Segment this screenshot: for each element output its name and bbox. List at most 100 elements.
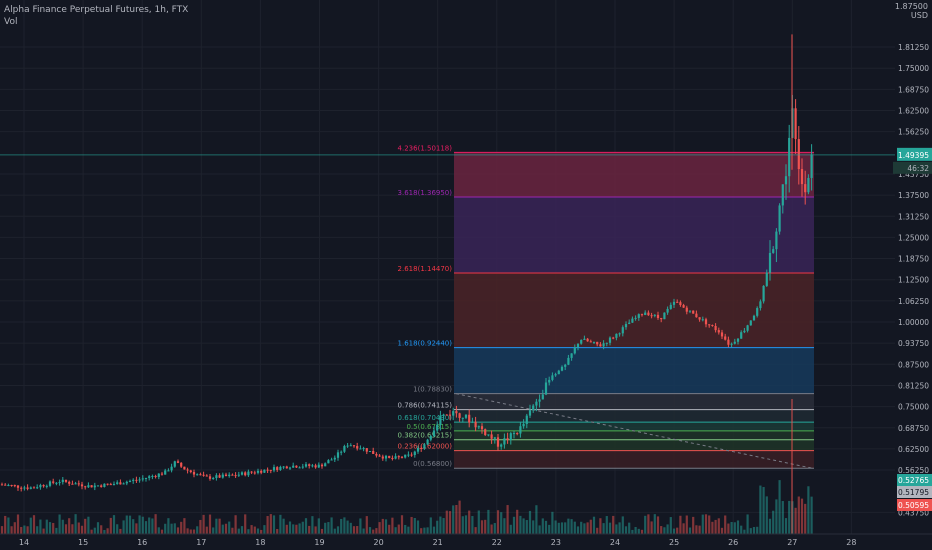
candle-body <box>282 466 285 468</box>
candle-body <box>484 429 487 435</box>
candle-body <box>458 413 461 418</box>
candle-body <box>135 479 138 481</box>
volume-bar <box>663 527 666 534</box>
candle-body <box>394 456 397 459</box>
volume-bar <box>775 499 778 534</box>
volume-bar <box>314 526 317 534</box>
time-tick-label: 23 <box>551 538 561 547</box>
candle-body <box>583 338 586 340</box>
volume-bar <box>13 522 16 534</box>
volume-bar <box>490 524 493 534</box>
candle-body <box>228 474 231 477</box>
candle-body <box>596 341 599 345</box>
volume-bar <box>522 518 525 534</box>
volume-bar <box>576 526 580 534</box>
candle-body <box>756 308 759 316</box>
volume-badge-label: 0.52765 <box>898 476 929 485</box>
candle-body <box>314 465 317 468</box>
candle-body <box>298 467 301 469</box>
candle-body <box>231 474 234 476</box>
candle-body <box>676 301 679 303</box>
volume-bar <box>333 528 336 534</box>
volume-bars <box>0 399 813 534</box>
volume-bar <box>471 516 474 534</box>
price-tick-label: 1.62500 <box>898 107 929 116</box>
candle-body <box>618 333 621 335</box>
volume-bar <box>288 521 292 534</box>
volume-bar <box>781 501 784 534</box>
price-tick-label: 0.56250 <box>898 466 929 475</box>
candle-body <box>125 481 128 484</box>
volume-bar <box>567 518 570 534</box>
volume-bar <box>84 518 87 534</box>
candle-body <box>61 479 64 483</box>
candle-body <box>272 467 276 471</box>
volume-bar <box>10 526 13 534</box>
volume-bar <box>554 520 557 534</box>
volume-bar <box>640 529 644 534</box>
candle-body <box>64 479 68 482</box>
candle-body <box>493 437 496 439</box>
volume-bar <box>20 526 23 534</box>
volume-indicator-label[interactable]: Vol <box>4 17 18 27</box>
volume-bar <box>228 521 231 534</box>
volume-bar <box>615 524 618 534</box>
candle-body <box>154 475 157 477</box>
symbol-title[interactable]: Alpha Finance Perpetual Futures, 1h, FTX <box>4 5 189 15</box>
volume-bar <box>397 524 400 534</box>
candle-body <box>285 466 288 469</box>
candle-body <box>586 338 589 342</box>
candle-body <box>461 417 464 419</box>
candle-body <box>205 475 208 477</box>
candle-body <box>541 394 544 400</box>
volume-bar <box>55 527 58 534</box>
volume-bar <box>589 519 592 534</box>
volume-bar <box>733 522 736 534</box>
candle-body <box>167 470 170 472</box>
candle-body <box>564 364 567 367</box>
time-tick-label: 24 <box>610 538 620 547</box>
currency-unit: USD <box>910 11 928 20</box>
fib-trend-line <box>455 393 813 469</box>
candle-body <box>39 485 42 488</box>
candle-body <box>605 342 608 344</box>
chart-legend: Alpha Finance Perpetual Futures, 1h, FTX… <box>4 4 188 28</box>
price-tick-label: 1.25000 <box>898 233 929 242</box>
volume-bar <box>36 526 39 534</box>
candle-body <box>356 446 359 449</box>
volume-bar <box>240 526 244 534</box>
fib-zone <box>454 196 814 274</box>
candle-body <box>589 341 592 343</box>
volume-bar <box>551 511 554 534</box>
volume-bar <box>157 527 160 534</box>
fib-zone <box>454 152 814 197</box>
candle-body <box>516 433 519 435</box>
volume-bar <box>0 526 4 534</box>
candle-body <box>196 474 199 476</box>
candle-body <box>0 484 4 486</box>
currency-label[interactable]: 1.87500 USD <box>895 2 928 20</box>
volume-bar <box>772 510 775 534</box>
volume-bar <box>532 520 535 534</box>
volume-bar <box>519 515 522 534</box>
volume-bar <box>199 519 202 534</box>
candle-body <box>397 456 400 458</box>
candle-body <box>717 330 720 333</box>
volume-bar <box>788 500 791 534</box>
fib-zone <box>454 422 814 431</box>
candle-body <box>692 310 695 314</box>
candle-body <box>352 445 356 447</box>
volume-bar <box>324 522 327 534</box>
candle-body <box>442 414 445 416</box>
volume-bar <box>484 519 487 534</box>
candle-body <box>208 476 212 479</box>
candle-body <box>682 305 685 308</box>
volume-bar <box>378 522 381 534</box>
volume-bar <box>784 518 788 534</box>
volume-bar <box>631 529 634 534</box>
candle-body <box>116 482 119 484</box>
candle-body <box>16 485 20 488</box>
candle-body <box>420 447 423 449</box>
